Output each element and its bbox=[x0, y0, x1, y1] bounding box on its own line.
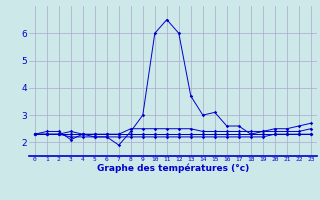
X-axis label: Graphe des températures (°c): Graphe des températures (°c) bbox=[97, 164, 249, 173]
